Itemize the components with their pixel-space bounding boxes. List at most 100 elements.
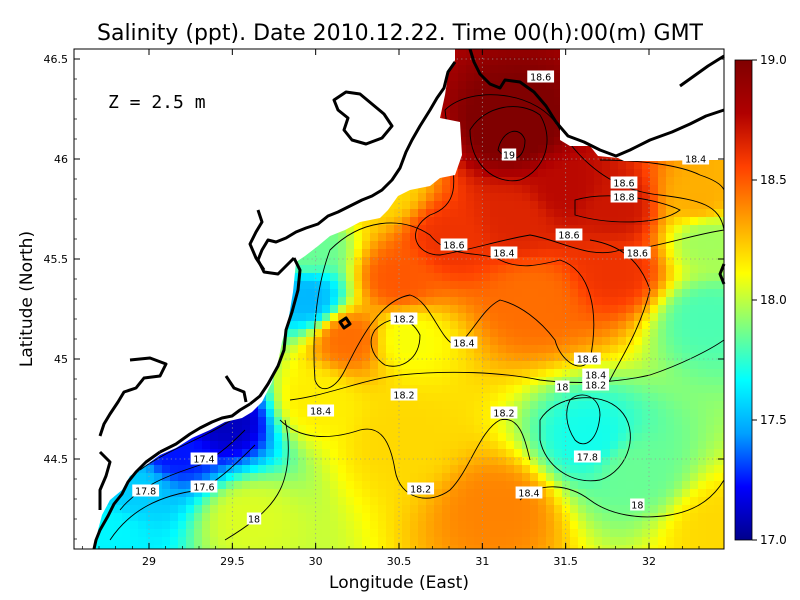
heatmap-cell — [634, 289, 643, 298]
heatmap-cell — [426, 377, 435, 386]
heatmap-cell — [194, 513, 203, 522]
heatmap-cell — [498, 273, 507, 282]
heatmap-cell — [330, 529, 339, 538]
heatmap-cell — [650, 393, 659, 402]
heatmap-cell — [602, 433, 611, 442]
heatmap-cell — [146, 513, 155, 522]
heatmap-cell — [130, 529, 139, 538]
heatmap-cell — [586, 497, 595, 506]
heatmap-cell — [674, 233, 683, 242]
heatmap-cell — [682, 217, 691, 226]
heatmap-cell — [490, 89, 499, 98]
heatmap-cell — [202, 513, 211, 522]
heatmap-cell — [458, 105, 467, 114]
heatmap-cell — [650, 297, 659, 306]
heatmap-cell — [362, 385, 371, 394]
heatmap-cell — [458, 81, 467, 90]
heatmap-cell — [474, 321, 483, 330]
heatmap-cell — [434, 193, 443, 202]
heatmap-cell — [426, 521, 435, 530]
heatmap-cell — [122, 489, 131, 498]
heatmap-cell — [490, 473, 499, 482]
heatmap-cell — [434, 241, 443, 250]
heatmap-cell — [122, 513, 131, 522]
heatmap-cell — [226, 473, 235, 482]
heatmap-cell — [682, 201, 691, 210]
heatmap-cell — [402, 281, 411, 290]
heatmap-cell — [698, 201, 707, 210]
heatmap-cell — [306, 449, 315, 458]
heatmap-cell — [490, 105, 499, 114]
heatmap-cell — [314, 449, 323, 458]
heatmap-cell — [114, 497, 123, 506]
heatmap-cell — [474, 161, 483, 170]
heatmap-cell — [290, 385, 299, 394]
heatmap-cell — [234, 465, 243, 474]
heatmap-cell — [522, 161, 531, 170]
heatmap-cell — [290, 377, 299, 386]
heatmap-cell — [442, 545, 451, 549]
heatmap-cell — [266, 409, 275, 418]
heatmap-cell — [626, 225, 635, 234]
heatmap-cell — [330, 305, 339, 314]
heatmap-cell — [610, 489, 619, 498]
heatmap-cell — [482, 105, 491, 114]
heatmap-cell — [354, 513, 363, 522]
heatmap-cell — [594, 409, 603, 418]
heatmap-cell — [386, 361, 395, 370]
heatmap-cell — [282, 401, 291, 410]
heatmap-cell — [514, 361, 523, 370]
heatmap-cell — [674, 449, 683, 458]
heatmap-cell — [530, 289, 539, 298]
heatmap-cell — [498, 73, 507, 82]
heatmap-cell — [386, 441, 395, 450]
heatmap-cell — [506, 337, 515, 346]
heatmap-cell — [330, 441, 339, 450]
heatmap-cell — [674, 521, 683, 530]
heatmap-cell — [602, 201, 611, 210]
heatmap-cell — [362, 441, 371, 450]
heatmap-cell — [674, 489, 683, 498]
heatmap-cell — [562, 513, 571, 522]
heatmap-cell — [490, 257, 499, 266]
heatmap-cell — [530, 433, 539, 442]
heatmap-cell — [634, 449, 643, 458]
heatmap-cell — [402, 441, 411, 450]
heatmap-cell — [578, 321, 587, 330]
heatmap-cell — [298, 529, 307, 538]
heatmap-cell — [618, 377, 627, 386]
heatmap-cell — [202, 505, 211, 514]
heatmap-cell — [490, 153, 499, 162]
heatmap-cell — [498, 65, 507, 74]
heatmap-cell — [490, 73, 499, 82]
heatmap-cell — [650, 337, 659, 346]
heatmap-cell — [554, 529, 563, 538]
heatmap-cell — [282, 377, 291, 386]
heatmap-cell — [570, 169, 579, 178]
heatmap-cell — [682, 161, 691, 170]
heatmap-cell — [410, 233, 419, 242]
heatmap-cell — [506, 217, 515, 226]
heatmap-cell — [346, 257, 355, 266]
heatmap-cell — [490, 201, 499, 210]
heatmap-cell — [306, 425, 315, 434]
heatmap-cell — [162, 521, 171, 530]
heatmap-cell — [394, 417, 403, 426]
heatmap-cell — [482, 177, 491, 186]
heatmap-cell — [410, 241, 419, 250]
heatmap-cell — [378, 473, 387, 482]
heatmap-cell — [402, 361, 411, 370]
heatmap-cell — [522, 393, 531, 402]
heatmap-cell — [330, 409, 339, 418]
heatmap-cell — [370, 489, 379, 498]
heatmap-cell — [586, 145, 595, 154]
heatmap-cell — [402, 217, 411, 226]
heatmap-cell — [194, 489, 203, 498]
heatmap-cell — [498, 457, 507, 466]
heatmap-cell — [338, 449, 347, 458]
heatmap-cell — [282, 505, 291, 514]
heatmap-cell — [314, 321, 323, 330]
heatmap-cell — [530, 161, 539, 170]
heatmap-cell — [458, 185, 467, 194]
heatmap-cell — [202, 521, 211, 530]
